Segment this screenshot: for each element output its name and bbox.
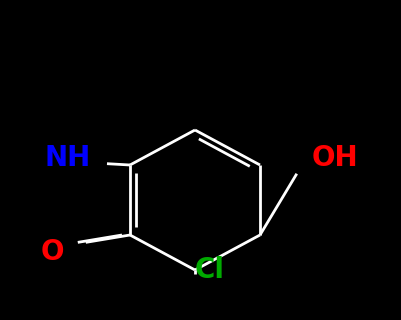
Text: Cl: Cl	[195, 256, 225, 284]
Text: OH: OH	[312, 144, 358, 172]
Text: NH: NH	[45, 144, 91, 172]
Text: O: O	[40, 238, 64, 266]
